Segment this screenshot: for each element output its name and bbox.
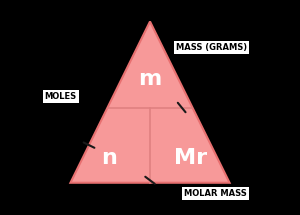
Text: MASS (GRAMS): MASS (GRAMS)	[176, 43, 247, 52]
Text: m: m	[138, 69, 162, 89]
Text: MOLAR MASS: MOLAR MASS	[184, 189, 247, 198]
Text: n: n	[101, 148, 117, 168]
Text: MOLES: MOLES	[45, 92, 77, 101]
Text: Mr: Mr	[174, 148, 207, 168]
Polygon shape	[70, 22, 230, 183]
